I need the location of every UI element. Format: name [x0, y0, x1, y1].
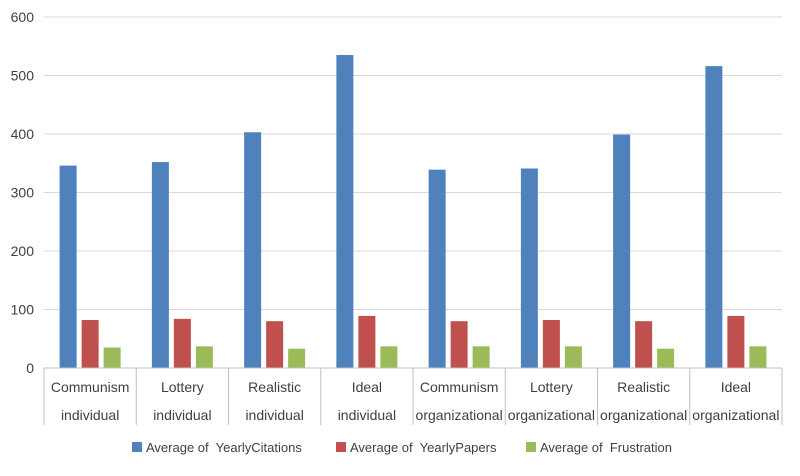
axes: 0 100 200 300 400 500 600 Communism individual Lo…: [11, 9, 783, 425]
bar-2-5: [564, 346, 582, 368]
y-tick-label: 200: [11, 243, 35, 259]
legend-label: Average of YearlyCitations: [146, 440, 302, 455]
bar-1-1: [173, 318, 191, 368]
bar-2-6: [657, 348, 675, 368]
bar-1-0: [81, 320, 99, 368]
x-tick-label-secondary: organizational: [416, 407, 503, 423]
y-tick-label: 400: [11, 126, 35, 142]
bar-0-4: [428, 169, 446, 368]
bar-1-7: [727, 315, 745, 368]
bar-0-7: [705, 66, 723, 368]
legend: Average of YearlyCitations Average of Yea…: [132, 440, 672, 455]
bar-0-6: [613, 134, 631, 368]
bar-2-0: [103, 347, 121, 368]
x-tick-label-primary: Ideal: [721, 379, 751, 395]
bar-0-5: [520, 168, 538, 368]
x-tick-label-primary: Realistic: [617, 379, 670, 395]
legend-swatch: [336, 442, 346, 452]
y-tick-label: 100: [11, 302, 35, 318]
x-tick-label-primary: Communism: [51, 379, 130, 395]
x-tick-label-primary: Lottery: [161, 379, 204, 395]
bar-1-6: [635, 321, 653, 368]
x-tick-label-secondary: organizational: [508, 407, 595, 423]
x-tick-label-primary: Realistic: [248, 379, 301, 395]
legend-label: Average of YearlyPapers: [350, 440, 497, 455]
legend-swatch: [526, 442, 536, 452]
bar-1-3: [358, 315, 376, 368]
bar-0-2: [244, 132, 262, 368]
y-tick-label: 0: [26, 360, 34, 376]
x-tick-label-secondary: organizational: [692, 407, 779, 423]
bar-2-3: [380, 346, 398, 368]
bar-1-5: [542, 320, 560, 368]
bar-1-2: [266, 321, 284, 368]
x-tick-label-secondary: individual: [338, 407, 396, 423]
bar-0-1: [151, 162, 169, 368]
x-tick-label-secondary: individual: [153, 407, 211, 423]
y-tick-label: 300: [11, 185, 35, 201]
x-tick-label-primary: Communism: [420, 379, 499, 395]
bar-2-1: [195, 346, 213, 368]
y-tick-label: 600: [11, 9, 35, 25]
bar-2-2: [288, 348, 306, 368]
x-tick-label-secondary: individual: [245, 407, 303, 423]
bar-0-0: [59, 165, 77, 368]
x-tick-label-secondary: individual: [61, 407, 119, 423]
bar-1-4: [450, 321, 468, 368]
bar-2-7: [749, 346, 767, 368]
x-tick-label-primary: Lottery: [530, 379, 573, 395]
bar-0-3: [336, 55, 354, 369]
x-tick-label-secondary: organizational: [600, 407, 687, 423]
y-tick-label: 500: [11, 68, 35, 84]
bar-2-4: [472, 346, 490, 368]
bars: [59, 55, 767, 369]
x-tick-label-primary: Ideal: [352, 379, 382, 395]
legend-swatch: [132, 442, 142, 452]
legend-label: Average of Frustration: [540, 440, 672, 455]
